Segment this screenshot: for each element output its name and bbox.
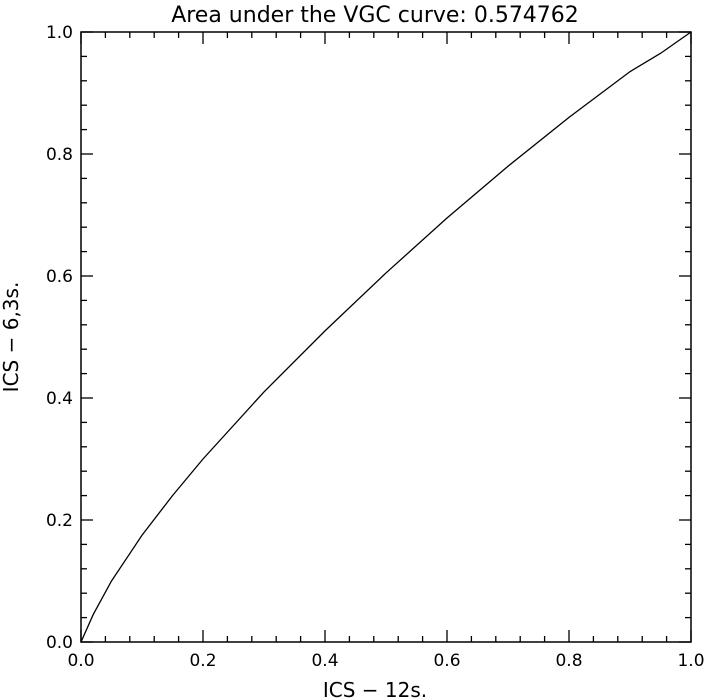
x-axis-label: ICS − 12s. [323, 678, 427, 700]
y-tick-label: 0.4 [46, 389, 73, 409]
y-tick-label: 0.2 [46, 511, 73, 531]
x-tick-label: 0.6 [433, 651, 460, 671]
x-tick-label: 0.0 [67, 651, 94, 671]
y-axis-label: ICS − 6,3s. [0, 282, 23, 393]
y-tick-label: 0.0 [46, 633, 73, 653]
plot-frame [80, 31, 692, 643]
x-tick-label: 1.0 [677, 651, 704, 671]
chart-title: Area under the VGC curve: 0.574762 [171, 3, 579, 28]
vgc-curve [80, 31, 692, 643]
tick-labels: 0.0 0.2 0.4 0.6 0.8 1.0 0.0 0.2 0.4 0.6 0.8 1.0 [46, 23, 705, 671]
tick-marks [80, 31, 692, 643]
x-tick-label: 0.4 [311, 651, 338, 671]
y-tick-label: 0.8 [46, 145, 73, 165]
y-tick-label: 1.0 [46, 23, 73, 43]
y-tick-label: 0.6 [46, 267, 73, 287]
x-tick-label: 0.8 [555, 651, 582, 671]
x-tick-label: 0.2 [189, 651, 216, 671]
